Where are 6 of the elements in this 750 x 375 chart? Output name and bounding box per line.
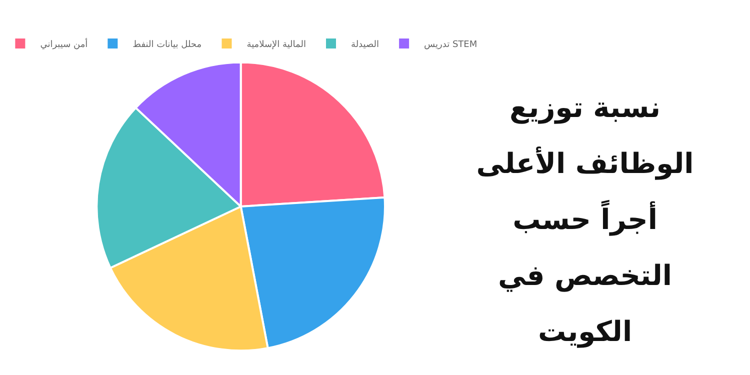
legend-label: الصيدلة xyxy=(350,40,380,50)
text: نسبة توزيع الوظائف الأعلى أجراً حسب التخصص في الكويت xyxy=(475,90,695,350)
legend-label: المالية الإسلامية xyxy=(246,40,306,50)
legend-label: تدريس STEM xyxy=(424,40,478,50)
legend-label: أمن سيبراني xyxy=(40,38,88,50)
legend-label: محلل بيانات النفط xyxy=(132,40,202,50)
